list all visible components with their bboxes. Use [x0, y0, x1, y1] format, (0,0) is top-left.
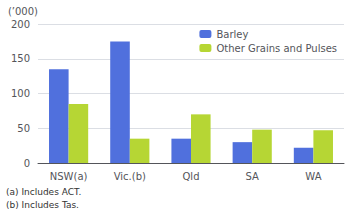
svg-text:WA: WA	[305, 171, 321, 182]
svg-text:SA: SA	[246, 171, 260, 182]
svg-text:Barley: Barley	[216, 29, 248, 40]
svg-text:(b) Includes Tas.: (b) Includes Tas.	[6, 200, 79, 210]
svg-text:(’000): (’000)	[8, 6, 38, 17]
svg-text:Other Grains and Pulses: Other Grains and Pulses	[216, 43, 337, 54]
svg-text:Qld: Qld	[183, 171, 200, 182]
svg-text:50: 50	[17, 123, 30, 134]
svg-text:Vic.(b): Vic.(b)	[114, 171, 146, 182]
svg-text:NSW(a): NSW(a)	[50, 171, 88, 182]
svg-text:100: 100	[11, 88, 30, 99]
svg-text:(a) Includes ACT.: (a) Includes ACT.	[6, 187, 81, 197]
svg-text:200: 200	[11, 19, 30, 30]
svg-text:0: 0	[24, 158, 30, 169]
svg-text:150: 150	[11, 53, 30, 64]
